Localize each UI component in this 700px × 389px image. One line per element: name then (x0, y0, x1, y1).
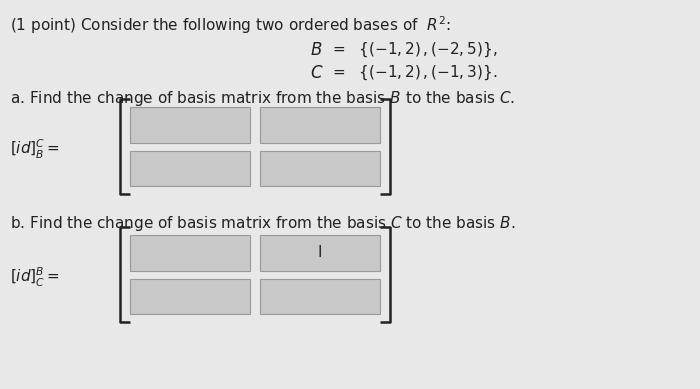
Text: $[id]^B_C =$: $[id]^B_C =$ (10, 265, 60, 289)
Text: $= \ \ \{(-1,2)\,,(-1,3)\}.$: $= \ \ \{(-1,2)\,,(-1,3)\}.$ (330, 64, 498, 82)
Text: (1 point) Consider the following two ordered bases of  $R^2$:: (1 point) Consider the following two ord… (10, 14, 451, 36)
FancyBboxPatch shape (130, 235, 250, 270)
Text: $\mathit{C}$: $\mathit{C}$ (310, 64, 323, 82)
FancyBboxPatch shape (260, 235, 380, 270)
FancyBboxPatch shape (260, 107, 380, 142)
Text: $= \ \ \{(-1,2)\,,(-2,5)\},$: $= \ \ \{(-1,2)\,,(-2,5)\},$ (330, 41, 498, 60)
Text: $[id]^C_B =$: $[id]^C_B =$ (10, 137, 60, 161)
Text: b. Find the change of basis matrix from the basis $\mathit{C}$ to the basis $\ma: b. Find the change of basis matrix from … (10, 214, 515, 233)
FancyBboxPatch shape (130, 107, 250, 142)
Text: $\mathit{B}$: $\mathit{B}$ (310, 41, 323, 59)
Text: a. Find the change of basis matrix from the basis $\mathit{B}$ to the basis $\ma: a. Find the change of basis matrix from … (10, 89, 515, 108)
FancyBboxPatch shape (260, 279, 380, 314)
FancyBboxPatch shape (130, 279, 250, 314)
Text: I: I (318, 245, 322, 260)
FancyBboxPatch shape (130, 151, 250, 186)
FancyBboxPatch shape (260, 151, 380, 186)
